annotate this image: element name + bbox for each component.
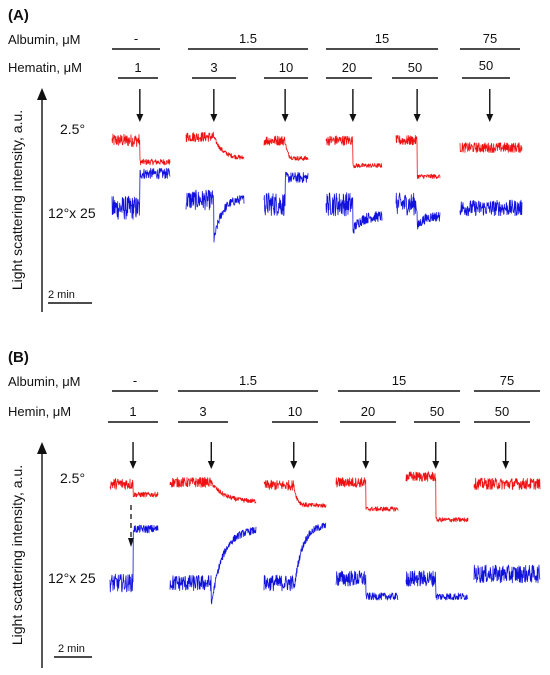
panel-b-trace-2-5-2 xyxy=(263,479,327,508)
panel-a: (A) Albumin, μM Hematin, μM - 1.5 15 75 … xyxy=(8,7,523,312)
panel-a-heme-label-3: 20 xyxy=(342,60,356,75)
panel-a-trace-12-3 xyxy=(325,192,383,234)
panel-b-y-axis-arrowhead xyxy=(37,442,47,454)
panel-a-injection-arrowhead-0 xyxy=(136,114,144,122)
panel-b-angle-label-2-5: 2.5° xyxy=(60,470,85,486)
panel-a-albumin-label-0: - xyxy=(134,31,138,46)
panel-a-label: (A) xyxy=(8,7,29,24)
panel-b-injection-arrowhead-4 xyxy=(432,461,440,469)
panel-a-heme-label-1: 3 xyxy=(210,60,217,75)
panel-a-injection-arrowhead-1 xyxy=(210,114,218,122)
panel-b-heme-row-label: Hemin, μM xyxy=(8,404,71,419)
panel-b-label: (B) xyxy=(8,349,29,366)
panel-b-injection-arrowhead-0 xyxy=(129,461,137,469)
panel-b-heme-label-1: 3 xyxy=(199,404,206,419)
panel-b-injection-arrowhead-1 xyxy=(207,461,215,469)
panel-b-trace-2-5-1 xyxy=(169,476,257,504)
panel-a-y-axis-title: Light scattering intensity, a.u. xyxy=(9,110,25,290)
panel-a-albumin-label-1: 1.5 xyxy=(239,31,257,46)
panel-b-trace-2-5-3 xyxy=(335,477,399,512)
panel-a-traces xyxy=(111,89,523,243)
panel-a-trace-12-1 xyxy=(185,189,245,243)
panel-b-scale-label: 2 min xyxy=(58,643,85,655)
panel-a-heme-label-5: 50 xyxy=(479,58,493,73)
panel-b-trace-12-5 xyxy=(473,564,541,584)
panel-b-trace-12-3 xyxy=(335,570,399,601)
panel-a-injection-arrowhead-4 xyxy=(413,114,421,122)
panel-a-trace-2-5-0 xyxy=(111,133,171,166)
panel-b-trace-12-2 xyxy=(263,522,327,592)
panel-b-angle-label-12: 12°x 25 xyxy=(48,570,96,586)
panel-a-y-axis-arrowhead xyxy=(37,88,47,100)
panel-b-y-axis-title: Light scattering intensity, a.u. xyxy=(9,465,25,645)
panel-a-injection-arrowhead-5 xyxy=(486,114,494,122)
panel-b-albumin-label-2: 15 xyxy=(392,373,406,388)
panel-a-trace-2-5-3 xyxy=(325,135,383,169)
panel-a-injection-arrowhead-2 xyxy=(281,114,289,122)
panel-a-heme-label-2: 10 xyxy=(279,60,293,75)
panel-b-heme-label-5: 50 xyxy=(495,404,509,419)
panel-a-scale-label: 2 min xyxy=(48,289,75,301)
panel-b-heme-label-2: 10 xyxy=(288,404,302,419)
panel-b-trace-12-1 xyxy=(169,526,257,605)
panel-a-trace-12-0 xyxy=(111,167,171,220)
panel-a-trace-12-5 xyxy=(459,199,523,217)
panel-a-trace-2-5-4 xyxy=(395,134,441,180)
panel-b-albumin-label-3: 75 xyxy=(500,373,514,388)
panel-b-injection-arrowhead-5 xyxy=(502,461,510,469)
panel-a-injection-arrowhead-3 xyxy=(349,114,357,122)
panel-a-albumin-row-label: Albumin, μM xyxy=(8,32,81,47)
panel-a-albumin-label-2: 15 xyxy=(375,31,389,46)
panel-b-trace-2-5-0 xyxy=(109,478,159,498)
panel-a-heme-label-4: 50 xyxy=(408,60,422,75)
panel-b-injection-arrowhead-3 xyxy=(362,461,370,469)
panel-a-trace-2-5-2 xyxy=(263,135,309,161)
panel-b-trace-12-0 xyxy=(109,524,159,593)
panel-b-albumin-label-1: 1.5 xyxy=(239,373,257,388)
panel-b-albumin-label-0: - xyxy=(133,373,137,388)
panel-a-trace-12-4 xyxy=(395,192,441,230)
panel-b-heme-label-4: 50 xyxy=(430,404,444,419)
panel-a-albumin-label-3: 75 xyxy=(483,31,497,46)
panel-b-trace-2-5-5 xyxy=(473,477,541,490)
panel-b: (B) Albumin, μM Hemin, μM - 1.5 15 75 1 … xyxy=(8,349,541,668)
panel-b-heme-label-3: 20 xyxy=(361,404,375,419)
panel-a-trace-2-5-1 xyxy=(185,131,245,160)
panel-a-trace-12-2 xyxy=(263,171,309,217)
panel-a-trace-2-5-5 xyxy=(459,142,523,154)
panel-a-angle-label-12: 12°x 25 xyxy=(48,205,96,221)
panel-b-heme-label-0: 1 xyxy=(129,404,136,419)
panel-b-dashed-arrowhead xyxy=(128,538,134,547)
panel-b-trace-2-5-4 xyxy=(405,471,469,523)
panel-a-heme-label-0: 1 xyxy=(134,60,141,75)
panel-b-albumin-row-label: Albumin, μM xyxy=(8,374,81,389)
panel-a-angle-label-2-5: 2.5° xyxy=(60,121,85,137)
panel-b-traces xyxy=(109,442,541,605)
panel-b-trace-12-4 xyxy=(405,570,469,601)
panel-a-heme-row-label: Hematin, μM xyxy=(8,60,82,75)
panel-b-injection-arrowhead-2 xyxy=(290,461,298,469)
